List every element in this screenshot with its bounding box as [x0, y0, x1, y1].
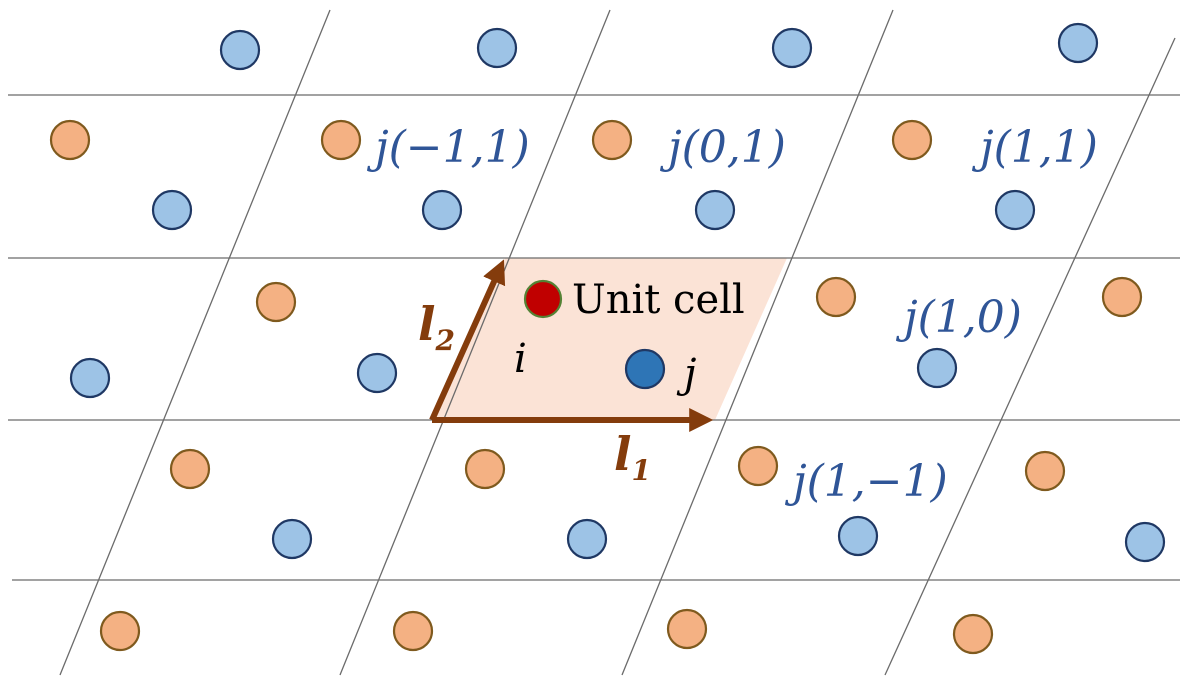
- orange-atom: [666, 608, 708, 650]
- vector-l1-label: l1: [614, 427, 651, 487]
- orange-atom: [737, 445, 779, 487]
- slanted-grid-line: [884, 37, 1176, 676]
- neighbor-label-j-1-1: j(1,1): [971, 122, 1098, 173]
- orange-atom: [392, 610, 434, 652]
- orange-atom: [952, 613, 994, 655]
- blue-atom: [151, 189, 193, 231]
- blue-atom: [476, 27, 518, 69]
- atom-i-label: i: [514, 336, 527, 382]
- blue-atoms: [69, 22, 1166, 563]
- atom-j: [624, 348, 666, 390]
- slanted-grid-line: [59, 9, 331, 676]
- atom-i: [523, 279, 563, 319]
- neighbor-label-j-1-0: j(1,0): [895, 292, 1022, 343]
- orange-atom: [464, 448, 506, 490]
- blue-atom: [1124, 521, 1166, 563]
- blue-atom: [421, 189, 463, 231]
- neighbor-label-j-m1-1: j(−1,1): [366, 122, 530, 173]
- neighbor-label-j-1-m1: j(1,−1): [784, 456, 948, 507]
- blue-atom: [994, 189, 1036, 231]
- orange-atom: [1101, 276, 1143, 318]
- blue-atom: [219, 29, 261, 71]
- orange-atom: [99, 610, 141, 652]
- blue-atom: [271, 518, 313, 560]
- blue-atom: [694, 189, 736, 231]
- unit-cell-highlight: [432, 258, 787, 420]
- slanted-grid-line: [621, 9, 894, 676]
- blue-atom: [69, 357, 111, 399]
- slanted-grid-line: [339, 9, 611, 676]
- blue-atom: [1057, 22, 1099, 64]
- orange-atom: [49, 119, 91, 161]
- orange-atom: [891, 119, 933, 161]
- vector-l2-arrow: [429, 259, 506, 422]
- orange-atom: [1024, 450, 1066, 492]
- blue-atom: [356, 352, 398, 394]
- orange-atom: [169, 448, 211, 490]
- vector-l2-label: l2: [418, 297, 455, 357]
- orange-atom: [255, 281, 297, 323]
- unit-cell-label: Unit cell: [572, 277, 745, 323]
- blue-atom: [566, 518, 608, 560]
- orange-atom: [591, 119, 633, 161]
- blue-atom: [837, 515, 879, 557]
- orange-atom: [815, 276, 857, 318]
- orange-atom: [320, 119, 362, 161]
- neighbor-label-j-0-1: j(0,1): [659, 122, 786, 173]
- orange-atoms: [49, 119, 1143, 655]
- blue-atom: [771, 27, 813, 69]
- blue-atom: [916, 347, 958, 389]
